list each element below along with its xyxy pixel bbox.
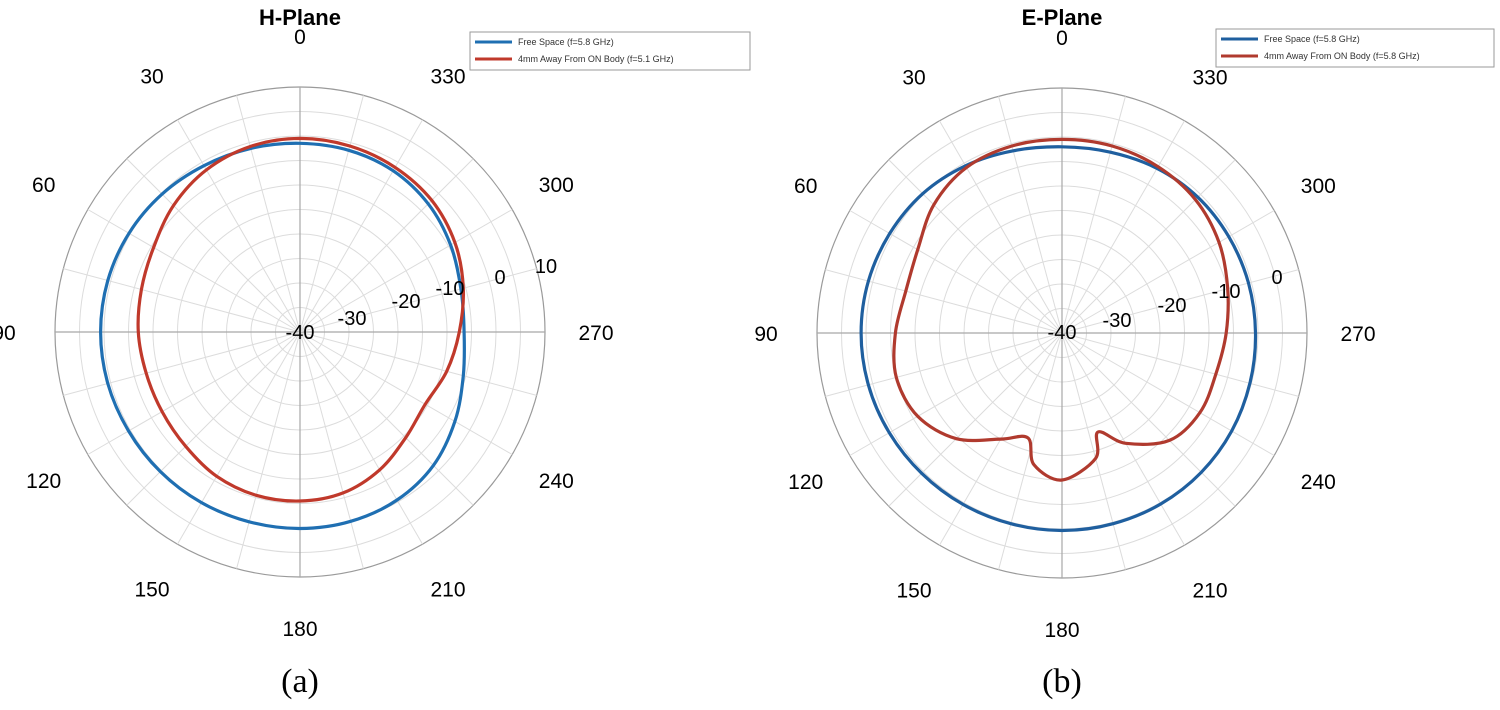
radial-tick-label: -20 <box>392 291 421 313</box>
grid-spoke <box>1061 210 1275 334</box>
legend-box <box>469 31 751 71</box>
grid-spoke <box>849 332 1063 456</box>
radial-tick-label: 0 <box>494 267 505 289</box>
grid-spoke <box>87 209 301 333</box>
grid-spoke <box>1061 96 1126 334</box>
theta-tick-label: 120 <box>26 470 61 493</box>
theta-tick-label: 210 <box>430 578 465 601</box>
theta-tick-label: 90 <box>0 322 16 345</box>
theta-tick-label: 240 <box>539 470 574 493</box>
grid-spoke <box>888 159 1063 334</box>
grid-spoke <box>299 331 474 506</box>
grid-spoke <box>87 331 301 455</box>
grid-spoke <box>849 210 1063 334</box>
grid-spoke <box>825 332 1063 397</box>
theta-tick-label: 30 <box>902 67 925 90</box>
grid-spoke <box>299 268 537 333</box>
theta-tick-label: 0 <box>1056 27 1068 50</box>
theta-tick-label: 0 <box>294 26 306 49</box>
grid-spoke <box>236 95 301 333</box>
theta-tick-label: 90 <box>754 323 777 346</box>
grid-spoke <box>939 120 1063 334</box>
radial-tick-label: -10 <box>436 278 465 300</box>
grid-spoke <box>126 331 301 506</box>
legend-entry: Free Space (f=5.8 GHz) <box>518 37 614 47</box>
legend-entry: Free Space (f=5.8 GHz) <box>1264 34 1360 44</box>
legend: Free Space (f=5.8 GHz) 4mm Away From ON B… <box>469 31 751 71</box>
polar-chart-b: 0 30 60 90 120 150 180 210 240 270 300 330 -40 -30 -20… <box>754 5 1495 700</box>
grid-spoke <box>1061 332 1126 570</box>
theta-tick-label: 270 <box>578 322 613 345</box>
grid-spoke <box>299 119 423 333</box>
theta-tick-label: 60 <box>32 174 55 197</box>
theta-tick-label: 180 <box>282 618 317 641</box>
radial-tick-label: -40 <box>286 322 315 344</box>
grid-spoke <box>63 331 301 396</box>
theta-tick-label: 60 <box>794 175 817 198</box>
theta-tick-label: 270 <box>1340 323 1375 346</box>
theta-tick-label: 210 <box>1192 579 1227 602</box>
figure-caption: (b) <box>1042 663 1082 700</box>
legend-entry: 4mm Away From ON Body (f=5.8 GHz) <box>1264 51 1420 61</box>
on-body-series-line <box>892 137 1230 482</box>
grid-spoke <box>1061 159 1236 334</box>
grid-spoke <box>1061 332 1275 456</box>
theta-tick-label: 180 <box>1044 619 1079 642</box>
chart-title: E-Plane <box>1022 5 1103 30</box>
grid-spoke <box>177 331 301 545</box>
legend-box <box>1215 28 1495 68</box>
grid-spoke <box>299 331 537 396</box>
radial-tick-label: -10 <box>1212 281 1241 303</box>
grid-spoke <box>888 332 1063 507</box>
theta-tick-label: 120 <box>788 471 823 494</box>
radial-tick-label: -20 <box>1158 295 1187 317</box>
theta-tick-label: 150 <box>134 578 169 601</box>
grid-spoke <box>299 209 513 333</box>
chart-title: H-Plane <box>259 5 341 30</box>
polar-chart-a: 0 30 60 90 120 150 180 210 240 270 300 330 -40 -30 -20… <box>0 5 751 700</box>
grid-spoke <box>1061 332 1185 546</box>
grid-spoke <box>1061 332 1299 397</box>
theta-tick-label: 300 <box>1301 175 1336 198</box>
legend: Free Space (f=5.8 GHz) 4mm Away From ON B… <box>1215 28 1495 68</box>
grid-spoke <box>1061 332 1236 507</box>
radial-tick-label: -40 <box>1048 322 1077 344</box>
grid-spoke <box>299 158 474 333</box>
radial-tick-label: -30 <box>1103 310 1132 332</box>
grid-spoke <box>126 158 301 333</box>
grid-spoke <box>1061 120 1185 334</box>
theta-tick-label: 30 <box>140 66 163 89</box>
free-space-series-line <box>99 141 467 531</box>
theta-tick-label: 300 <box>539 174 574 197</box>
grid-spoke <box>63 268 301 333</box>
free-space-series-line <box>859 145 1258 533</box>
radial-tick-label: -30 <box>338 308 367 330</box>
on-body-series-line <box>136 136 466 503</box>
theta-tick-label: 330 <box>430 66 465 89</box>
theta-tick-label: 330 <box>1192 67 1227 90</box>
radial-tick-label: 10 <box>535 256 557 278</box>
grid-spoke <box>1061 269 1299 334</box>
grid-spoke <box>299 95 364 333</box>
grid-spoke <box>998 96 1063 334</box>
radial-tick-label: 0 <box>1271 267 1282 289</box>
grid-spoke <box>236 331 301 569</box>
figure-caption: (a) <box>281 663 319 700</box>
grid-spoke <box>299 331 513 455</box>
grid-spoke <box>299 331 364 569</box>
theta-tick-label: 240 <box>1301 471 1336 494</box>
grid-spoke <box>825 269 1063 334</box>
theta-tick-label: 150 <box>896 579 931 602</box>
grid-spoke <box>299 331 423 545</box>
legend-entry: 4mm Away From ON Body (f=5.1 GHz) <box>518 54 674 64</box>
grid-spoke <box>177 119 301 333</box>
